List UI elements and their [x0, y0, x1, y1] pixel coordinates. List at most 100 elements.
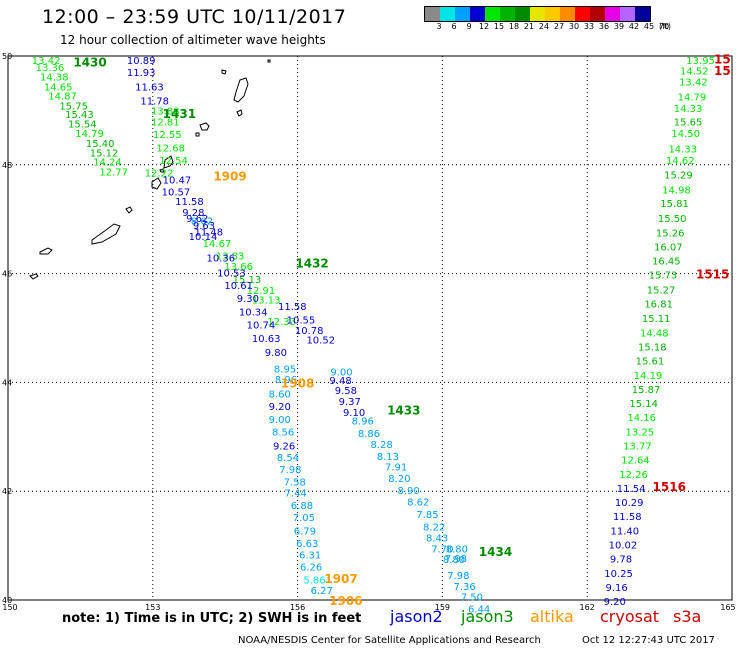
pass-time-label: 1908	[281, 376, 314, 390]
swh-value-label: 8.20	[388, 474, 410, 485]
y-axis-label: 42	[2, 487, 12, 496]
color-scale-label: 24	[538, 22, 550, 31]
color-scale-swatch	[440, 7, 455, 21]
pass-time-label: 1431	[163, 107, 196, 121]
swh-value-label: 12.68	[156, 143, 185, 154]
color-scale-swatch	[500, 7, 515, 21]
swh-value-label: 8.96	[352, 416, 374, 427]
x-axis-label: 150	[2, 603, 17, 612]
pass-time-label: 1432	[295, 257, 328, 271]
color-scale-swatch	[470, 7, 485, 21]
color-scale-swatch	[545, 7, 560, 21]
swh-value-label: 13.88	[151, 106, 180, 117]
color-scale-label: 70	[658, 22, 670, 31]
island-outline	[159, 168, 165, 173]
swh-value-label: 9.48	[329, 376, 351, 387]
color-scale-swatch	[485, 7, 500, 21]
swh-value-label: 8.62	[191, 216, 213, 227]
color-scale-swatch	[590, 7, 605, 21]
swh-value-label: 14.33	[674, 104, 703, 115]
swh-value-label: 6.26	[300, 562, 322, 573]
swh-value-label: 12.64	[621, 456, 650, 467]
swh-value-label: 9.16	[606, 583, 628, 594]
swh-value-label: 12.81	[151, 117, 180, 128]
color-scale-label: 39	[613, 22, 625, 31]
island-outline	[125, 206, 133, 214]
swh-value-label: 8.28	[370, 440, 392, 451]
swh-value-label: 10.63	[252, 334, 281, 345]
island-outline	[233, 77, 249, 103]
color-scale-swatch	[530, 7, 545, 21]
swh-value-label: 10.74	[247, 321, 276, 332]
swh-value-label: 10.47	[163, 175, 192, 186]
swh-value-label: 12.54	[159, 156, 188, 167]
swh-value-label: 11.40	[611, 526, 640, 537]
x-axis-label: 156	[290, 603, 305, 612]
swh-value-label: 9.00	[330, 368, 352, 379]
legend-jason2: jason2	[390, 607, 443, 626]
swh-value-label: 10.52	[306, 335, 335, 346]
swh-value-label: 10.25	[604, 569, 633, 580]
swh-value-label: 13.42	[32, 56, 61, 67]
pass-time-label: 15	[714, 64, 731, 78]
map-frame	[7, 55, 733, 601]
swh-value-label: 7.44	[285, 488, 307, 499]
swh-value-label: 14.52	[680, 67, 709, 78]
swh-value-label: 15.87	[632, 385, 661, 396]
swh-value-label: 11.78	[140, 97, 169, 108]
swh-value-label: 8.80	[446, 544, 468, 555]
swh-value-label: 9.20	[269, 402, 291, 413]
swh-value-label: 9.30	[237, 294, 259, 305]
swh-value-label: 10.55	[287, 315, 316, 326]
map-title: 12:00 – 23:59 UTC 10/11/2017	[42, 6, 347, 28]
swh-value-label: 13.13	[252, 296, 281, 307]
color-scale-label: 30	[568, 22, 580, 31]
swh-value-label: 6.88	[291, 501, 313, 512]
credit-line: NOAA/NESDIS Center for Satellite Applica…	[238, 635, 541, 646]
pass-time-label: 1906	[329, 594, 362, 608]
swh-value-label: 15.73	[649, 271, 678, 282]
swh-value-label: 8.90	[397, 486, 419, 497]
swh-value-label: 9.10	[343, 408, 365, 419]
color-scale-swatch	[425, 7, 440, 21]
swh-value-label: 16.45	[652, 257, 681, 268]
island-outline	[39, 247, 53, 255]
pass-time-label: 1430	[73, 55, 106, 69]
x-axis-label: 162	[580, 603, 595, 612]
x-axis-label: 153	[145, 603, 160, 612]
swh-value-label: 7.98	[279, 465, 301, 476]
color-scale-swatch	[515, 7, 530, 21]
swh-value-label: 6.27	[311, 586, 333, 597]
pass-time-label: 1909	[213, 170, 246, 184]
island-outline	[221, 69, 227, 75]
legend-altika: altika	[530, 607, 574, 626]
swh-value-label: 10.57	[162, 187, 191, 198]
swh-value-label: 15.18	[638, 342, 667, 353]
swh-value-label: 15.50	[658, 214, 687, 225]
island-outline	[91, 223, 121, 245]
swh-value-label: 12.91	[247, 286, 276, 297]
swh-value-label: 5.86	[303, 575, 325, 586]
swh-value-label: 12.22	[145, 168, 174, 179]
swh-value-label: 14.87	[48, 92, 77, 103]
swh-value-label: 8.62	[407, 498, 429, 509]
swh-value-label: 16.81	[644, 300, 673, 311]
x-axis-label: 165	[720, 603, 735, 612]
swh-value-label: 7.98	[445, 554, 467, 565]
swh-value-label: 10.89	[127, 56, 156, 67]
swh-value-label: 15.12	[90, 148, 119, 159]
color-scale-label: 21	[523, 22, 535, 31]
swh-value-label: 15.61	[636, 357, 665, 368]
swh-value-label: 8.60	[269, 389, 291, 400]
swh-value-label: 9.63	[193, 221, 215, 232]
swh-value-label: 12.33	[267, 317, 296, 328]
swh-value-label: 7.36	[453, 582, 475, 593]
color-scale-label: 33	[583, 22, 595, 31]
swh-value-label: 7.58	[284, 477, 306, 488]
swh-value-label: 12.55	[153, 130, 182, 141]
x-axis-label: 159	[435, 603, 450, 612]
legend-jason3: jason3	[461, 607, 514, 626]
swh-value-label: 15.11	[642, 314, 671, 325]
swh-value-label: 8.56	[272, 427, 294, 438]
